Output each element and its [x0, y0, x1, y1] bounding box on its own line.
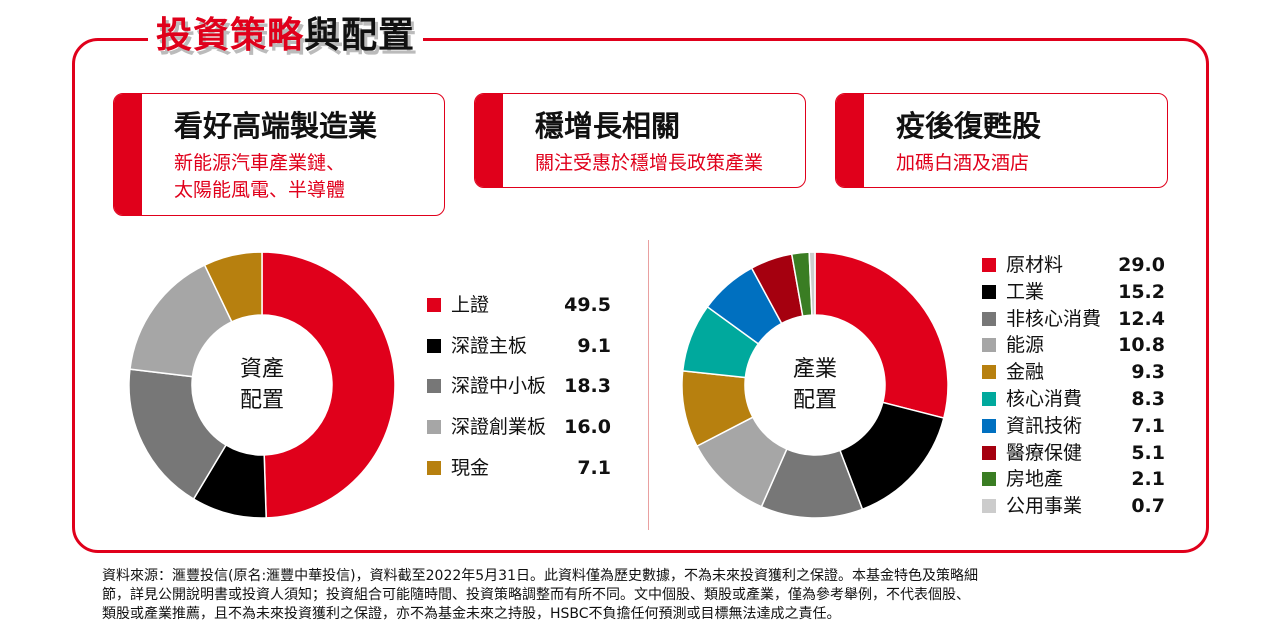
asset-allocation-donut [128, 251, 396, 519]
legend-swatch [982, 365, 996, 379]
legend-label: 房地產 [1006, 468, 1064, 490]
legend-value: 15.2 [1118, 281, 1165, 303]
card-accent-bar [114, 94, 142, 215]
legend-value: 16.0 [564, 416, 611, 438]
legend-swatch [982, 499, 996, 513]
legend-value: 2.1 [1131, 468, 1165, 490]
legend-item: 公用事業 0.7 [982, 495, 1165, 517]
donut-slice-5 [203, 251, 263, 323]
legend-item: 現金 7.1 [427, 457, 611, 479]
legend-swatch [427, 379, 441, 393]
legend-label: 資訊技術 [1006, 415, 1083, 437]
card-heading: 看好高端製造業 [174, 109, 378, 143]
legend-item: 非核心消費 12.4 [982, 308, 1165, 330]
legend-value: 49.5 [564, 294, 611, 316]
legend-label: 公用事業 [1006, 495, 1083, 517]
legend-swatch [982, 392, 996, 406]
legend-swatch [427, 339, 441, 353]
legend-item: 資訊技術 7.1 [982, 415, 1165, 437]
legend-value: 8.3 [1131, 388, 1165, 410]
donut-slice-1 [261, 251, 396, 519]
donut-slice-10 [808, 251, 816, 316]
legend-label: 現金 [451, 457, 490, 479]
legend-value: 7.1 [577, 457, 611, 479]
legend-label: 上證 [451, 294, 490, 316]
legend-item: 醫療保健 5.1 [982, 442, 1165, 464]
page-title: 投資策略與配置 [148, 14, 424, 58]
legend-swatch [982, 446, 996, 460]
card-heading: 疫後復甦股 [896, 109, 1042, 143]
legend-value: 5.1 [1131, 442, 1165, 464]
legend-swatch [982, 285, 996, 299]
legend-item: 上證 49.5 [427, 294, 611, 316]
donut-slice-1 [814, 251, 949, 419]
legend-value: 9.3 [1131, 361, 1165, 383]
legend-swatch [982, 312, 996, 326]
card-heading: 穩增長相關 [535, 109, 681, 143]
legend-value: 0.7 [1131, 495, 1165, 517]
legend-label: 深證創業板 [451, 416, 547, 438]
legend-swatch [982, 419, 996, 433]
legend-item: 房地產 2.1 [982, 468, 1165, 490]
legend-label: 核心消費 [1006, 388, 1083, 410]
legend-item: 能源 10.8 [982, 334, 1165, 356]
legend-label: 醫療保健 [1006, 442, 1083, 464]
divider [648, 240, 649, 530]
legend-item: 工業 15.2 [982, 281, 1165, 303]
card-accent-bar [836, 94, 864, 187]
card-text: 加碼白酒及酒店 [896, 152, 1030, 174]
legend-swatch [982, 258, 996, 272]
donut-center-label: 產業 配置 [792, 357, 837, 413]
legend-value: 9.1 [577, 335, 611, 357]
footnote: 資料來源：滙豐投信(原名:滙豐中華投信)，資料截至2022年5月31日。此資料僅… [102, 568, 978, 622]
legend-item: 原材料 29.0 [982, 254, 1165, 276]
legend-swatch [982, 338, 996, 352]
sector-allocation-donut [681, 251, 949, 519]
legend-label: 深證主板 [451, 335, 528, 357]
content-frame [72, 38, 1209, 553]
legend-swatch [427, 420, 441, 434]
card-accent-bar [475, 94, 503, 187]
legend-item: 核心消費 8.3 [982, 388, 1165, 410]
legend-value: 29.0 [1118, 254, 1165, 276]
legend-label: 能源 [1006, 334, 1045, 356]
card-text: 關注受惠於穩增長政策產業 [535, 152, 764, 174]
legend-item: 深證創業板 16.0 [427, 416, 611, 438]
legend-value: 12.4 [1118, 308, 1165, 330]
legend-value: 18.3 [564, 375, 611, 397]
strategy-card-manufacturing: 看好高端製造業 新能源汽車產業鏈、 太陽能風電、半導體 [113, 93, 445, 216]
legend-label: 非核心消費 [1006, 308, 1102, 330]
legend-swatch [982, 472, 996, 486]
legend-value: 7.1 [1131, 415, 1165, 437]
strategy-card-stable-growth: 穩增長相關 關注受惠於穩增長政策產業 [474, 93, 806, 188]
strategy-card-recovery: 疫後復甦股 加碼白酒及酒店 [835, 93, 1168, 188]
legend-item: 深證主板 9.1 [427, 335, 611, 357]
legend-label: 金融 [1006, 361, 1045, 383]
legend-swatch [427, 461, 441, 475]
legend-label: 深證中小板 [451, 375, 547, 397]
donut-center-label: 資產 配置 [239, 357, 284, 413]
legend-item: 深證中小板 18.3 [427, 375, 611, 397]
legend-label: 工業 [1006, 281, 1045, 303]
legend-value: 10.8 [1118, 334, 1165, 356]
card-text: 新能源汽車產業鏈、 太陽能風電、半導體 [174, 152, 346, 201]
legend-label: 原材料 [1006, 254, 1064, 276]
legend-swatch [427, 298, 441, 312]
legend-item: 金融 9.3 [982, 361, 1165, 383]
